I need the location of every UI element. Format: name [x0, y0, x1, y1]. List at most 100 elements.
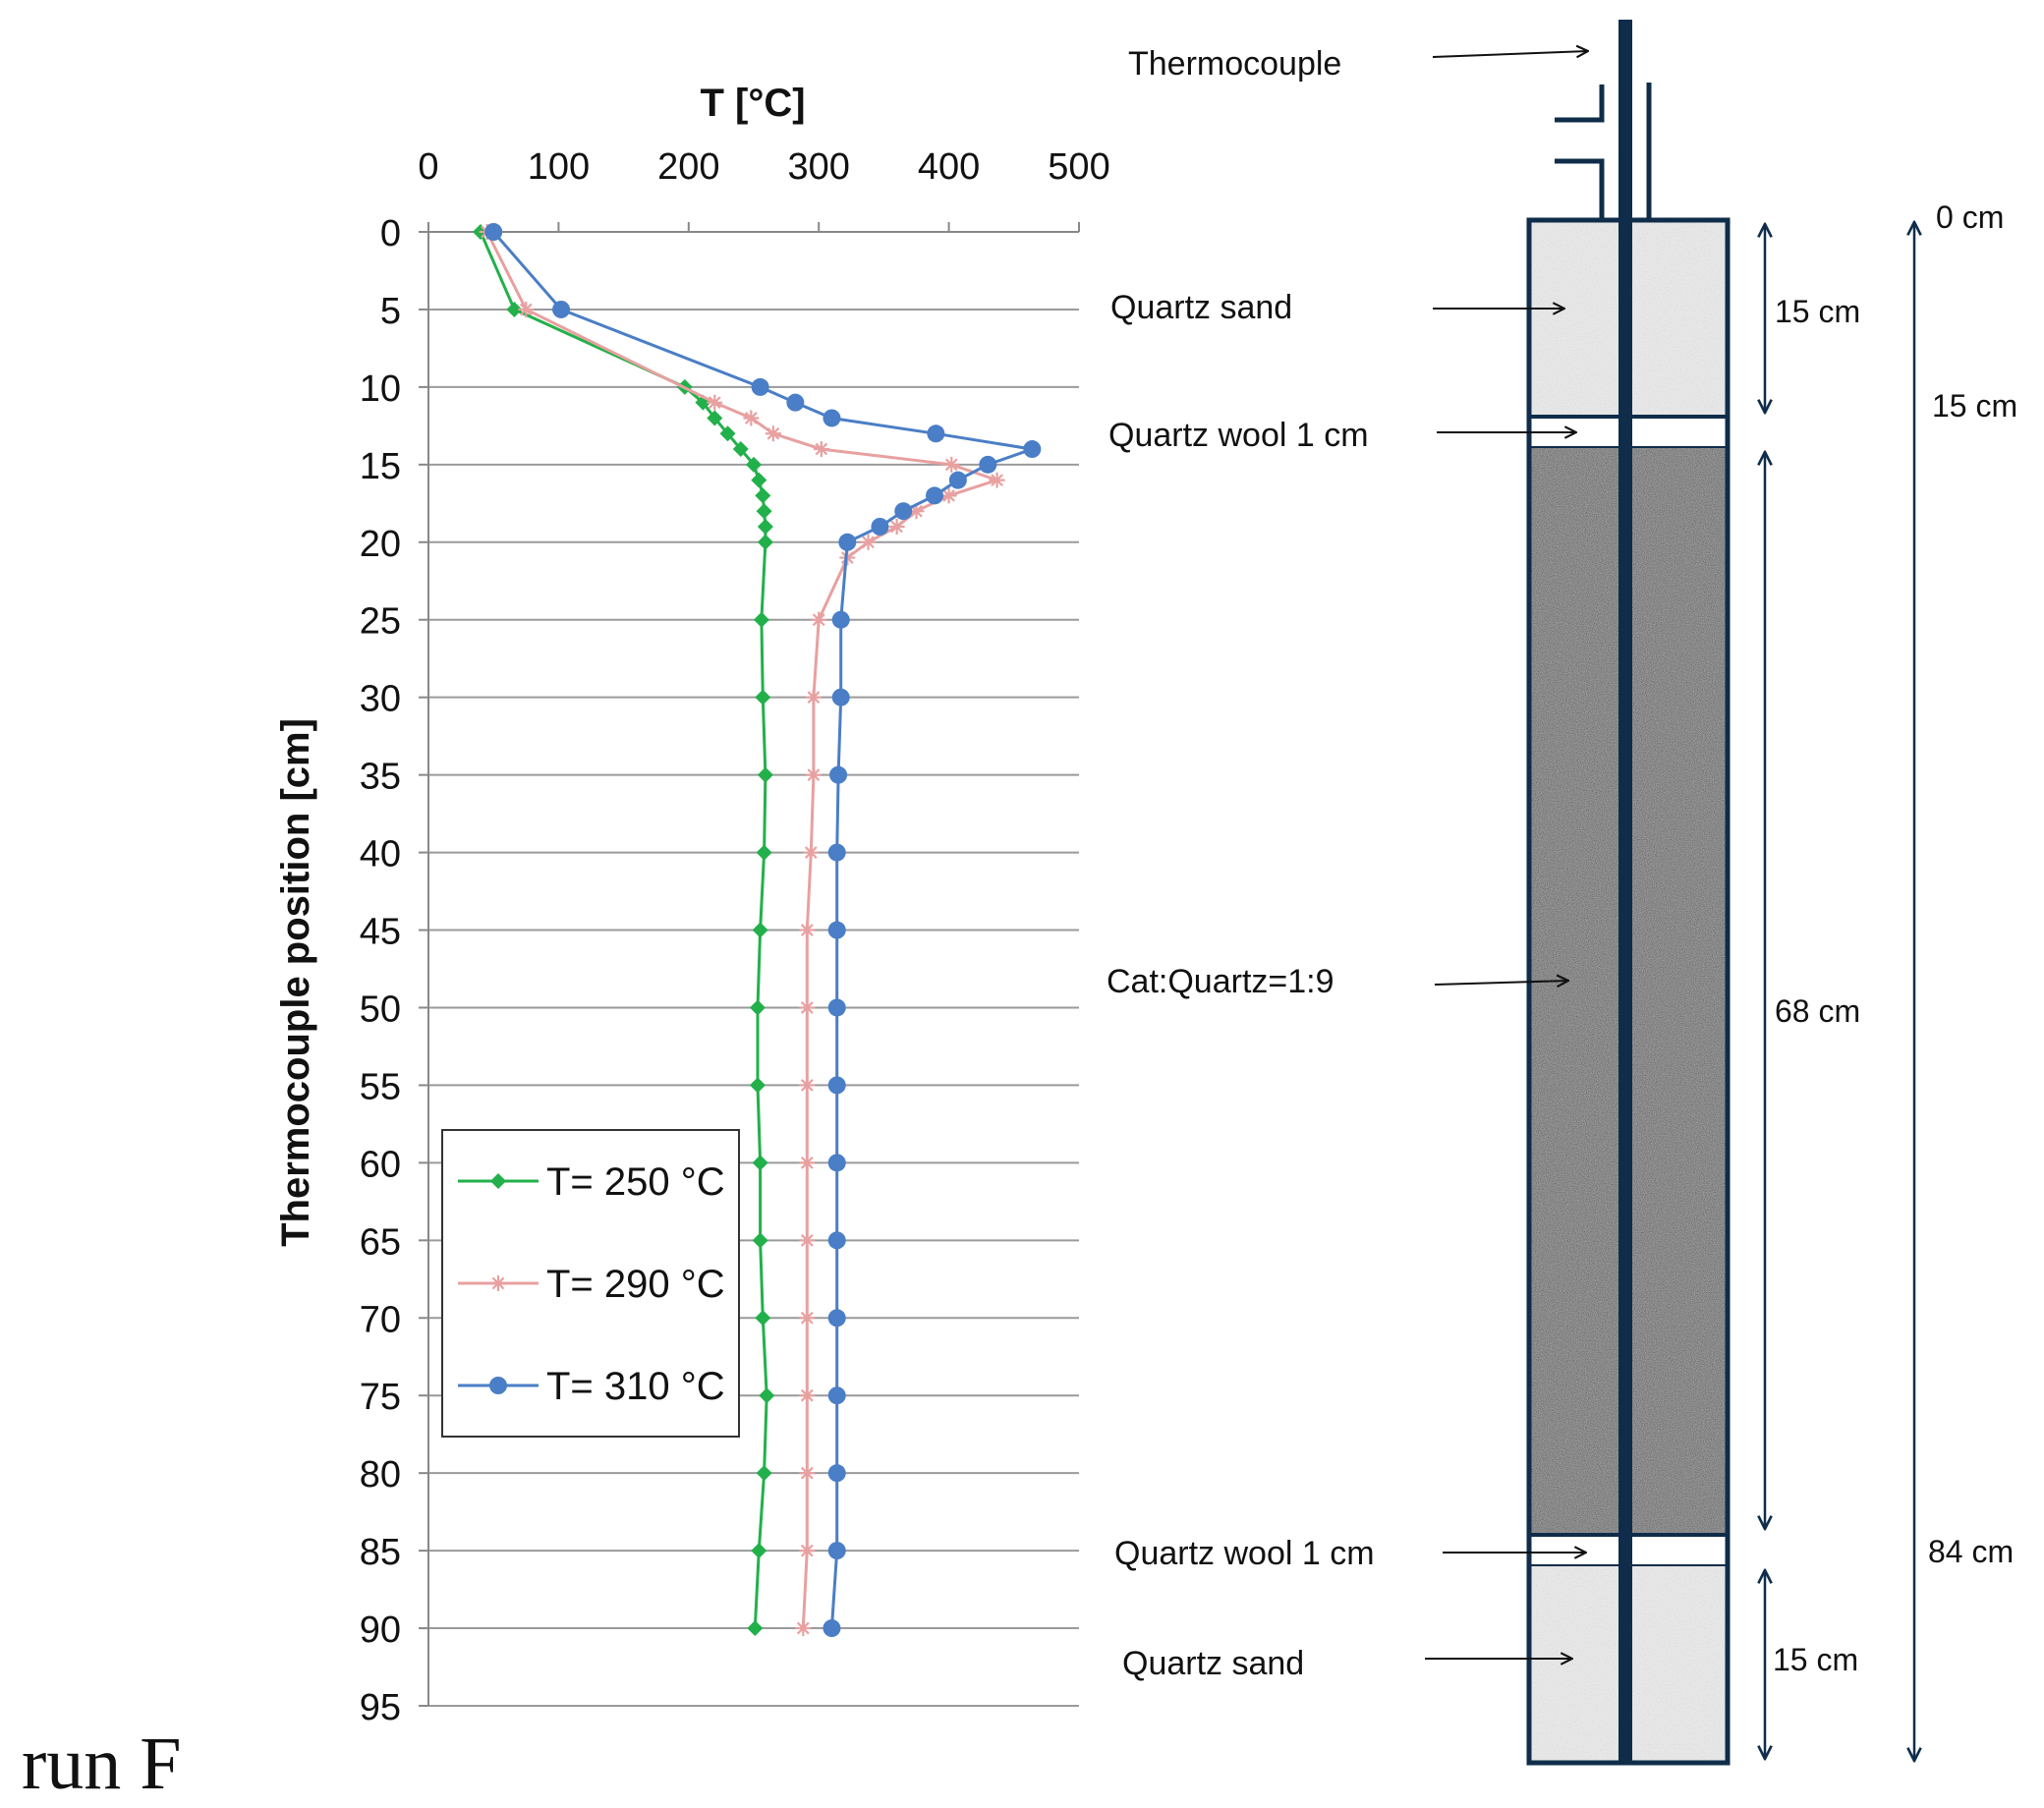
- series-290-point: [888, 519, 905, 535]
- y-tick-label: 10: [360, 368, 401, 410]
- series-310-point: [979, 455, 997, 474]
- series-290-point: [811, 611, 827, 628]
- series-290-point: [943, 456, 960, 473]
- series-250-point: [755, 487, 771, 504]
- legend-label: T= 290 °C: [546, 1263, 725, 1306]
- x-axis-title: T [°C]: [700, 82, 805, 125]
- series-250-point: [756, 844, 772, 861]
- catalyst-bed-arrow: [1434, 981, 1568, 985]
- series-250: [472, 224, 775, 1637]
- series-310-point: [827, 843, 846, 862]
- y-tick-label: 75: [360, 1377, 401, 1418]
- y-axis-title: Thermocouple position [cm]: [274, 718, 317, 1247]
- y-tick-label: 50: [360, 989, 401, 1030]
- y-tick-label: 20: [360, 524, 401, 565]
- series-250-point: [752, 922, 768, 938]
- y-tick-label: 35: [360, 757, 401, 798]
- series-290-point: [805, 766, 822, 783]
- series-290: [479, 224, 1005, 1637]
- quartz-sand-bottom-label: Quartz sand: [1122, 1645, 1304, 1682]
- y-tick-label: 55: [360, 1066, 401, 1107]
- series-290-point: [799, 1310, 816, 1327]
- legend-swatch-marker: [490, 1275, 506, 1291]
- y-tick-label: 25: [360, 601, 401, 643]
- series-310-point: [838, 533, 857, 551]
- x-tick-label: 0: [418, 146, 438, 188]
- legend-entries: T= 250 °C T= 290 °C T= 310 °C: [458, 1160, 725, 1408]
- series-290-point: [799, 1387, 816, 1404]
- legend: T= 250 °C T= 290 °C T= 310 °C: [441, 1129, 740, 1438]
- series-310-point: [827, 921, 846, 939]
- legend-swatch-marker: [489, 1377, 507, 1394]
- position-15cm-label: 15 cm: [1932, 388, 2017, 424]
- series-290-point: [765, 425, 781, 442]
- series-250-point: [751, 472, 767, 488]
- series-310-point: [484, 223, 503, 241]
- series-290-point: [989, 472, 1005, 488]
- series-250-point: [732, 441, 749, 458]
- series-310-point: [831, 688, 850, 706]
- series-250-point: [749, 1077, 766, 1094]
- quartz-wool-top-label: Quartz wool 1 cm: [1108, 417, 1369, 454]
- y-tick-label: 70: [360, 1299, 401, 1340]
- y-tick-label: 90: [360, 1610, 401, 1651]
- thermocouple-label: Thermocouple: [1128, 45, 1341, 83]
- inlet-fitting-upper: [1555, 85, 1605, 123]
- series-290-point: [743, 410, 760, 426]
- y-tick-label: 0: [380, 213, 401, 254]
- inlet-fitting-lower: [1555, 158, 1605, 220]
- bottom-sand-dimension-label: 15 cm: [1773, 1642, 1858, 1677]
- series-310-point: [827, 1542, 846, 1560]
- series-250-point: [755, 689, 771, 706]
- legend-label: T= 310 °C: [546, 1365, 725, 1408]
- series-250-point: [752, 1155, 768, 1171]
- series-290-point: [707, 394, 723, 411]
- series-250-point: [747, 1620, 764, 1637]
- series-290-point: [795, 1620, 812, 1637]
- top-sand-dimension-label: 15 cm: [1775, 294, 1860, 329]
- y-tick-label: 95: [360, 1687, 401, 1728]
- x-tick-label: 500: [1048, 146, 1109, 188]
- catalyst-bed-label: Cat:Quartz=1:9: [1107, 963, 1334, 1000]
- series-290-point: [940, 487, 957, 504]
- series-310-point: [827, 1076, 846, 1095]
- y-tick-label: 5: [380, 291, 401, 332]
- series-310-point: [926, 486, 944, 505]
- series-250-point: [749, 999, 766, 1016]
- series-250-point: [759, 1387, 775, 1404]
- y-tick-label: 40: [360, 834, 401, 876]
- x-tick-label: 400: [918, 146, 980, 188]
- series-290-point: [799, 1465, 816, 1482]
- y-tick-label: 65: [360, 1221, 401, 1263]
- series-290-point: [799, 1543, 816, 1559]
- series-310-point: [823, 409, 841, 427]
- quartz-wool-bottom-label: Quartz wool 1 cm: [1114, 1535, 1375, 1572]
- series-310-point: [827, 1154, 846, 1172]
- y-tick-label: 15: [360, 446, 401, 487]
- series-310-point: [827, 998, 846, 1017]
- catalyst-dimension-label: 68 cm: [1775, 993, 1860, 1029]
- legend-label: T= 250 °C: [546, 1160, 725, 1204]
- series-310-point: [829, 765, 848, 784]
- series-310-point: [948, 471, 967, 489]
- series-250-point: [506, 301, 523, 317]
- series-290-point: [803, 844, 820, 861]
- series-290-point: [799, 1077, 816, 1094]
- position-0cm-label: 0 cm: [1936, 199, 2004, 235]
- y-axis-ticks: 0 5 10 15 20 25 30 35 40 45 50 55 60 65 70 75 80 85 90 95: [360, 213, 428, 1728]
- series-290-point: [518, 301, 535, 317]
- series-250-point: [756, 1465, 772, 1482]
- run-label: run F: [22, 1723, 182, 1805]
- x-tick-label: 300: [787, 146, 849, 188]
- series-250-point: [753, 611, 769, 628]
- reactor-diagram: Thermocouple Quartz sand Quartz wool 1 c…: [1107, 20, 2017, 1766]
- series-310-point: [827, 1309, 846, 1328]
- series-290-point: [799, 1155, 816, 1171]
- series-250-point: [757, 519, 773, 535]
- series-310: [484, 223, 1042, 1638]
- series-310-point: [871, 518, 889, 536]
- series-250-point: [752, 1232, 768, 1249]
- series-250-point: [755, 1310, 771, 1327]
- series-290-point: [813, 441, 829, 458]
